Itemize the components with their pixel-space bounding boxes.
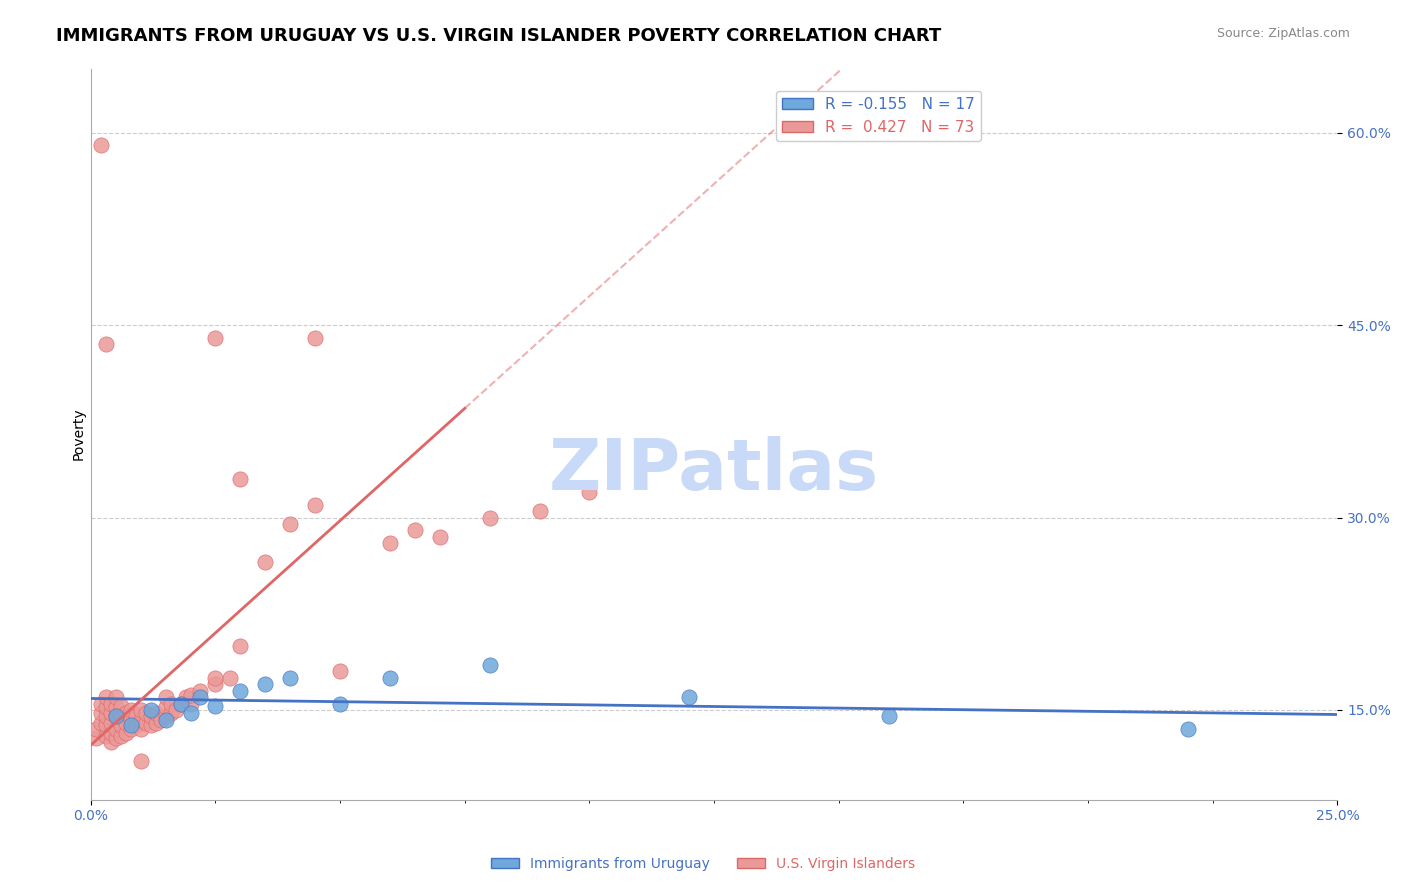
Point <box>378 671 401 685</box>
Point <box>114 726 136 740</box>
Point <box>84 731 107 746</box>
Point <box>120 703 142 717</box>
Point <box>129 754 152 768</box>
Point <box>124 709 146 723</box>
Point <box>190 690 212 705</box>
Point <box>100 715 122 730</box>
Point <box>90 697 112 711</box>
Point <box>114 715 136 730</box>
Point <box>120 713 142 727</box>
Point <box>204 699 226 714</box>
Point <box>229 683 252 698</box>
Point <box>678 690 700 705</box>
Y-axis label: Poverty: Poverty <box>72 408 86 460</box>
Point <box>104 709 127 723</box>
Legend: R = -0.155   N = 17, R =  0.427   N = 73: R = -0.155 N = 17, R = 0.427 N = 73 <box>776 91 981 141</box>
Point <box>94 337 117 351</box>
Point <box>165 703 187 717</box>
Point <box>129 722 152 736</box>
Point <box>94 709 117 723</box>
Point <box>145 706 167 720</box>
Point <box>90 706 112 720</box>
Point <box>180 697 202 711</box>
Point <box>329 697 352 711</box>
Point <box>129 713 152 727</box>
Point <box>159 706 181 720</box>
Point <box>104 700 127 714</box>
Point <box>229 472 252 486</box>
Point <box>329 665 352 679</box>
Point <box>94 700 117 714</box>
Point <box>139 718 162 732</box>
Point <box>90 138 112 153</box>
Point <box>404 524 426 538</box>
Point <box>254 556 277 570</box>
Point <box>124 718 146 732</box>
Point <box>139 703 162 717</box>
Point <box>114 706 136 720</box>
Point <box>254 677 277 691</box>
Point <box>94 718 117 732</box>
Point <box>110 709 132 723</box>
Point <box>104 722 127 736</box>
Point <box>378 536 401 550</box>
Point <box>155 709 177 723</box>
Point <box>120 718 142 732</box>
Point <box>100 735 122 749</box>
Point <box>135 706 157 720</box>
Point <box>204 677 226 691</box>
Point <box>159 697 181 711</box>
Legend: Immigrants from Uruguay, U.S. Virgin Islanders: Immigrants from Uruguay, U.S. Virgin Isl… <box>485 851 921 876</box>
Point <box>149 713 172 727</box>
Point <box>139 709 162 723</box>
Point <box>429 530 451 544</box>
Point <box>155 700 177 714</box>
Point <box>169 697 191 711</box>
Point <box>174 690 197 705</box>
Point <box>155 690 177 705</box>
Point <box>578 484 600 499</box>
Point <box>104 709 127 723</box>
Point <box>278 671 301 685</box>
Point <box>180 706 202 720</box>
Point <box>180 688 202 702</box>
Point <box>219 671 242 685</box>
Text: Source: ZipAtlas.com: Source: ZipAtlas.com <box>1216 27 1350 40</box>
Text: ZIPatlas: ZIPatlas <box>548 436 879 505</box>
Point <box>877 709 900 723</box>
Point <box>204 331 226 345</box>
Point <box>90 715 112 730</box>
Point <box>104 690 127 705</box>
Point <box>229 639 252 653</box>
Point <box>104 731 127 746</box>
Point <box>100 697 122 711</box>
Point <box>110 699 132 714</box>
Point <box>190 683 212 698</box>
Point <box>100 726 122 740</box>
Point <box>120 722 142 736</box>
Point <box>129 703 152 717</box>
Point <box>204 671 226 685</box>
Point <box>94 729 117 743</box>
Point <box>94 690 117 705</box>
Point <box>100 706 122 720</box>
Point <box>529 504 551 518</box>
Text: IMMIGRANTS FROM URUGUAY VS U.S. VIRGIN ISLANDER POVERTY CORRELATION CHART: IMMIGRANTS FROM URUGUAY VS U.S. VIRGIN I… <box>56 27 942 45</box>
Point <box>304 331 326 345</box>
Point <box>135 715 157 730</box>
Point <box>1177 722 1199 736</box>
Point <box>84 722 107 736</box>
Point <box>304 498 326 512</box>
Point <box>145 715 167 730</box>
Point <box>110 729 132 743</box>
Point <box>278 516 301 531</box>
Point <box>169 697 191 711</box>
Point <box>478 510 501 524</box>
Point <box>478 658 501 673</box>
Point <box>110 718 132 732</box>
Point <box>155 713 177 727</box>
